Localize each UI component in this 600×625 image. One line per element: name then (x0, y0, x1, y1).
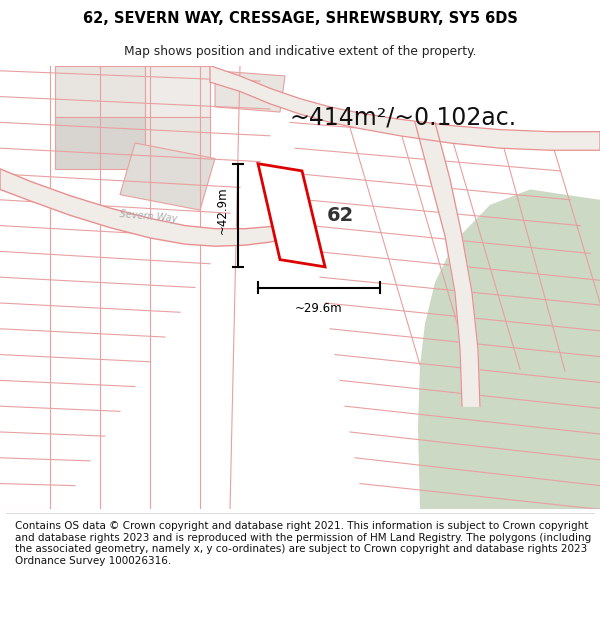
Text: ~29.6m: ~29.6m (295, 302, 343, 315)
Text: Severn Way: Severn Way (119, 209, 178, 224)
Text: ~414m²/~0.102ac.: ~414m²/~0.102ac. (290, 105, 517, 129)
Polygon shape (215, 71, 285, 112)
Polygon shape (55, 66, 145, 118)
Text: Contains OS data © Crown copyright and database right 2021. This information is : Contains OS data © Crown copyright and d… (15, 521, 591, 566)
Polygon shape (145, 66, 210, 118)
Polygon shape (258, 164, 325, 267)
Text: Map shows position and indicative extent of the property.: Map shows position and indicative extent… (124, 45, 476, 58)
Polygon shape (0, 169, 295, 246)
Polygon shape (418, 66, 600, 509)
Polygon shape (415, 122, 480, 406)
Polygon shape (55, 118, 145, 169)
Polygon shape (120, 143, 215, 210)
Polygon shape (210, 66, 600, 150)
Polygon shape (145, 118, 210, 169)
Text: ~42.9m: ~42.9m (216, 186, 229, 234)
Text: 62, SEVERN WAY, CRESSAGE, SHREWSBURY, SY5 6DS: 62, SEVERN WAY, CRESSAGE, SHREWSBURY, SY… (83, 11, 517, 26)
Text: 62: 62 (326, 206, 353, 225)
